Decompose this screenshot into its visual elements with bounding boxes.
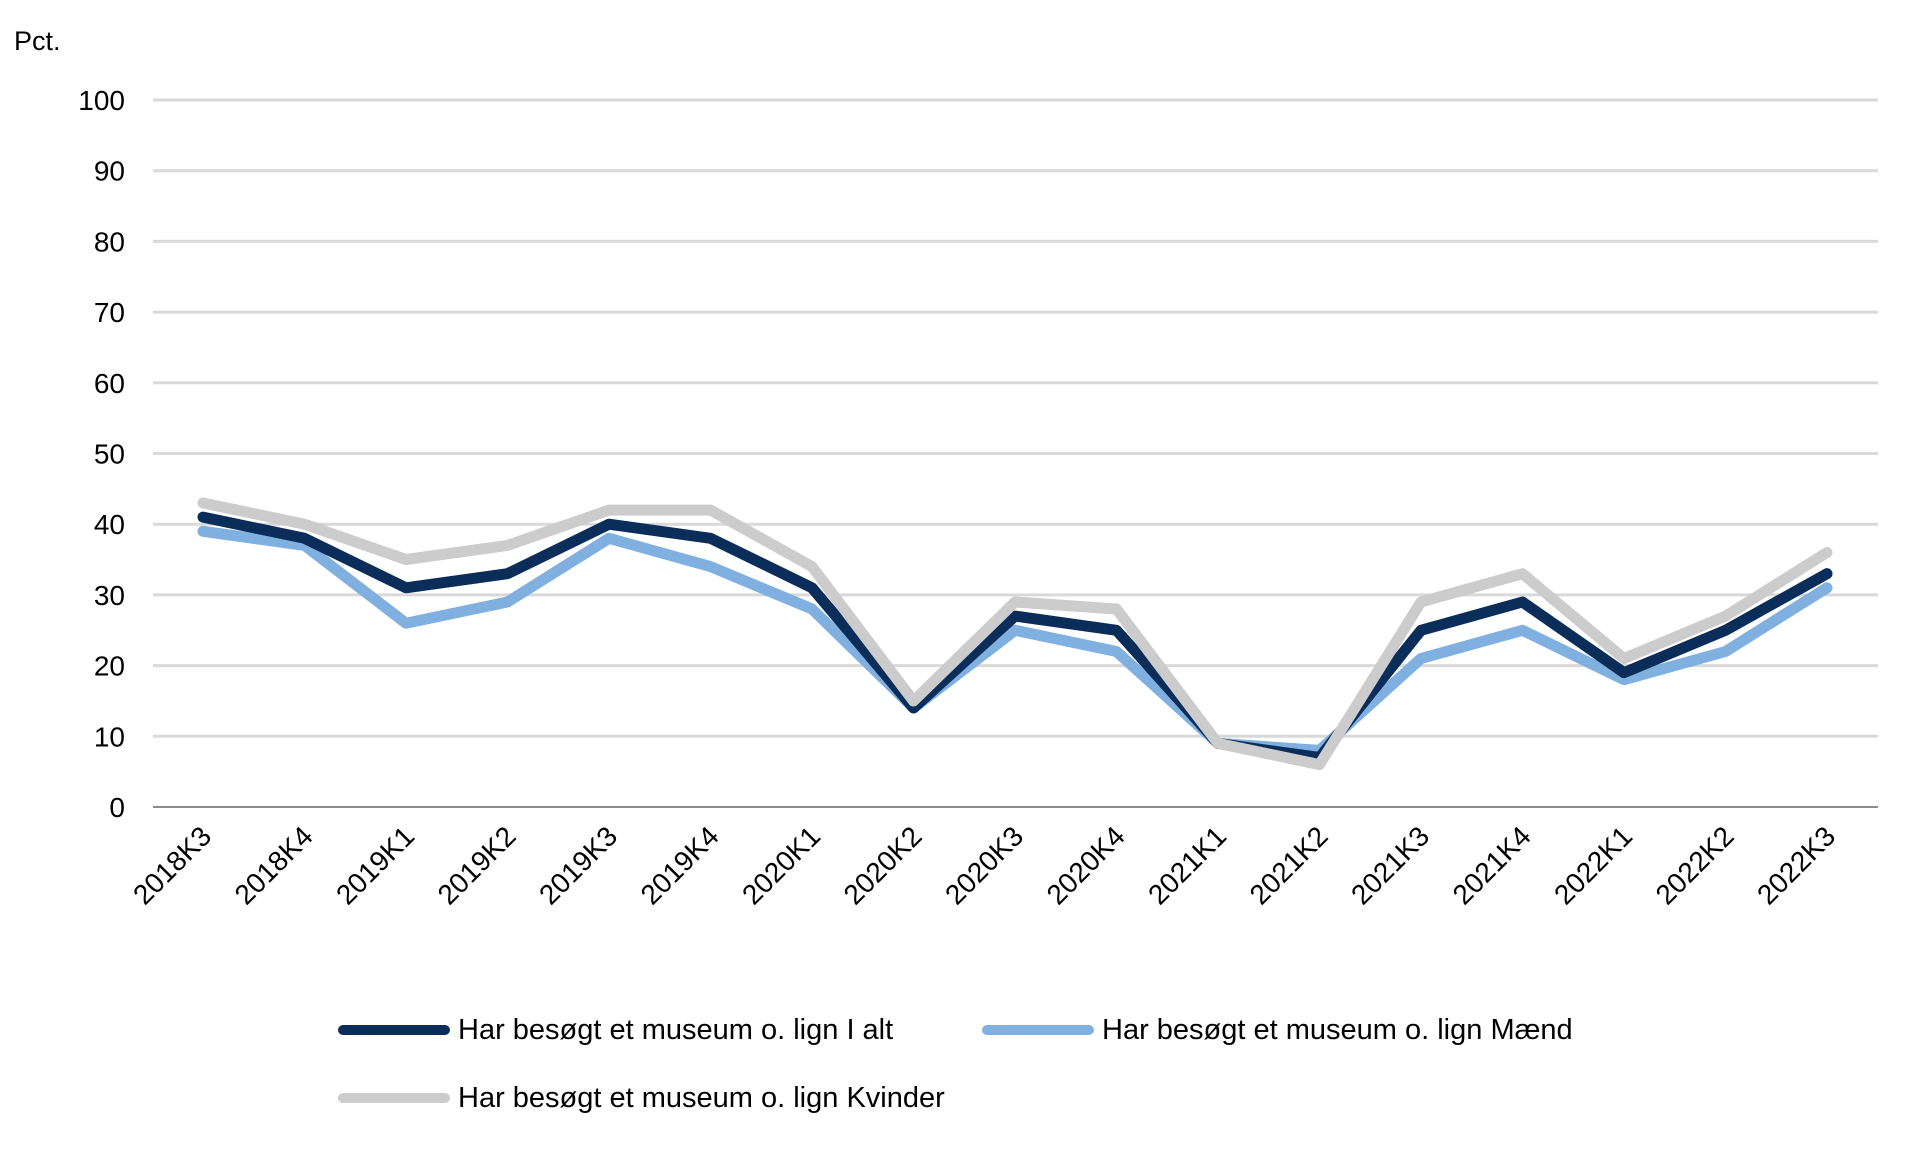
legend-item-kvinder: Har besøgt et museum o. lign Kvinder (338, 1078, 945, 1118)
x-tick-label-2020K2: 2020K2 (838, 820, 928, 910)
y-tick-label-40: 40 (94, 509, 125, 540)
legend-swatch-i-alt (338, 1025, 450, 1035)
legend-swatch-maend (982, 1025, 1094, 1035)
x-tick-label-2018K3: 2018K3 (127, 820, 217, 910)
series-line-i-alt (197, 511, 1833, 763)
series-lines (197, 497, 1833, 771)
x-tick-label-2021K2: 2021K2 (1244, 820, 1334, 910)
legend-item-maend: Har besøgt et museum o. lign Mænd (982, 1010, 1573, 1050)
x-tick-label-2019K1: 2019K1 (330, 820, 420, 910)
y-axis-unit-label: Pct. (14, 26, 61, 56)
y-tick-label-20: 20 (94, 651, 125, 682)
series-line-kvinder (197, 497, 1833, 771)
x-tick-label-2019K2: 2019K2 (432, 820, 522, 910)
x-axis-ticks: 2018K3 2018K4 2019K1 2019K2 2019K3 2019K4 2020… (127, 820, 1841, 910)
x-tick-label-2021K1: 2021K1 (1142, 820, 1232, 910)
y-tick-label-10: 10 (94, 721, 125, 752)
y-tick-label-70: 70 (94, 297, 125, 328)
y-tick-label-60: 60 (94, 368, 125, 399)
legend-label-kvinder: Har besøgt et museum o. lign Kvinder (458, 1081, 945, 1114)
series-line-maend (197, 525, 1833, 756)
y-tick-label-50: 50 (94, 439, 125, 470)
x-tick-label-2022K2: 2022K2 (1650, 820, 1740, 910)
y-tick-label-80: 80 (94, 226, 125, 257)
legend-label-i-alt: Har besøgt et museum o. lign I alt (458, 1013, 894, 1046)
legend-swatch-kvinder (338, 1093, 450, 1103)
legend-label-maend: Har besøgt et museum o. lign Mænd (1102, 1013, 1573, 1046)
y-tick-label-90: 90 (94, 156, 125, 187)
y-tick-label-30: 30 (94, 580, 125, 611)
y-axis-ticks: 0 10 20 30 40 50 60 70 80 90 100 (78, 85, 125, 823)
x-tick-label-2022K1: 2022K1 (1548, 820, 1638, 910)
gridlines (153, 98, 1878, 808)
x-tick-label-2021K4: 2021K4 (1447, 820, 1537, 910)
x-tick-label-2020K1: 2020K1 (736, 820, 826, 910)
x-tick-label-2020K4: 2020K4 (1041, 820, 1131, 910)
line-chart: Pct. 0 10 20 30 40 50 60 70 80 90 100 2018K3 2018K4… (14, 26, 1878, 911)
x-tick-label-2019K3: 2019K3 (533, 820, 623, 910)
y-tick-label-0: 0 (109, 792, 125, 823)
x-tick-label-2018K4: 2018K4 (229, 820, 319, 910)
legend: Har besøgt et museum o. lign I alt Har b… (338, 1010, 1738, 1140)
x-tick-label-2021K3: 2021K3 (1345, 820, 1435, 910)
x-tick-label-2019K4: 2019K4 (635, 820, 725, 910)
legend-item-i-alt: Har besøgt et museum o. lign I alt (338, 1010, 893, 1050)
x-tick-label-2022K3: 2022K3 (1751, 820, 1841, 910)
y-tick-label-100: 100 (78, 85, 125, 116)
x-tick-label-2020K3: 2020K3 (939, 820, 1029, 910)
